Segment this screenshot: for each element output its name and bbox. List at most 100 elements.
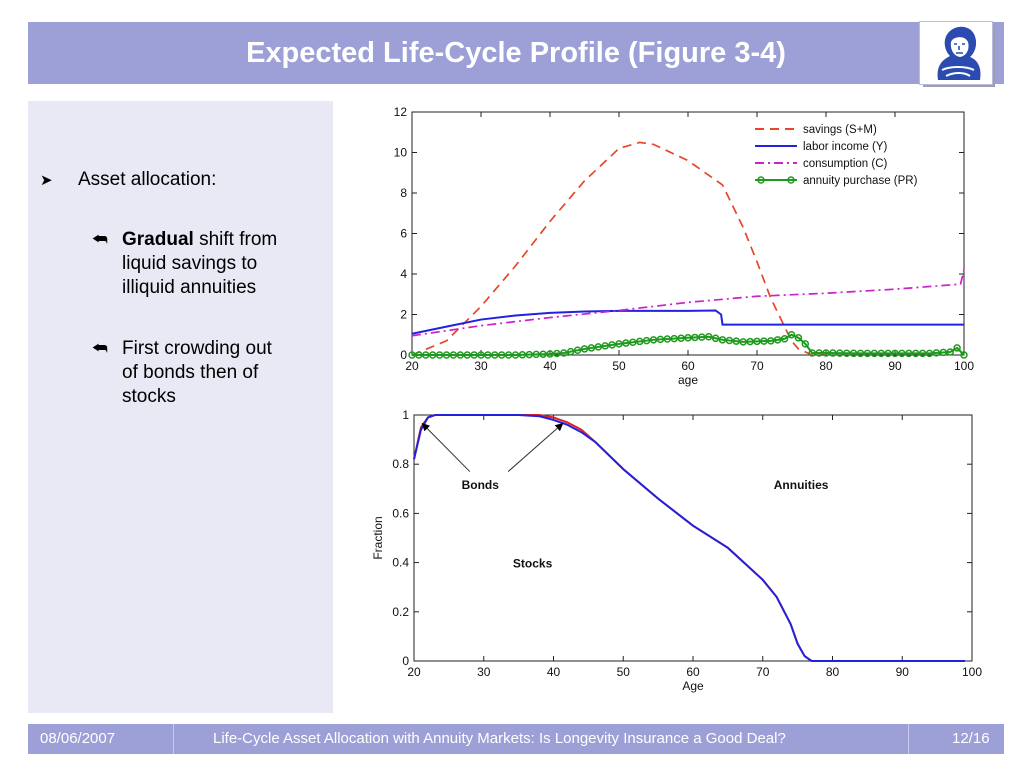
annuity-purchase-marker	[863, 349, 872, 358]
series-line-savings	[411, 141, 826, 356]
annuity-purchase-marker	[884, 349, 892, 358]
chart1-x-tick-label: 70	[750, 359, 764, 373]
subbullet-bold-word: Gradual	[122, 229, 194, 250]
fraction-curve-2	[413, 414, 966, 662]
annuity-purchase-marker	[504, 351, 513, 359]
chart2-y-tick-label: 0	[402, 654, 409, 668]
chart1-y-tick-label: 6	[400, 227, 407, 241]
annuity-purchase-marker	[477, 351, 485, 359]
chart2-x-tick-label: 50	[617, 665, 631, 679]
annuity-purchase-marker	[635, 337, 644, 346]
footer-divider	[173, 724, 174, 754]
annuity-purchase-marker	[739, 338, 747, 346]
annuity-purchase-marker	[732, 337, 741, 345]
annuity-purchase-marker	[898, 349, 906, 358]
annuity-purchase-marker	[608, 341, 616, 349]
chart2-x-tick-label: 80	[826, 665, 840, 679]
annuity-purchase-marker	[691, 333, 699, 342]
annuity-purchase-marker	[518, 351, 527, 359]
annuity-purchase-marker	[656, 335, 665, 344]
annuity-purchase-marker	[946, 348, 954, 356]
life-cycle-profile-chart: 20 30 40 50 60 70 80 90 100 0 2 4 6 8 10 12 age savings (…	[394, 105, 975, 387]
chart2-x-axis-label: Age	[682, 679, 704, 693]
footer-page-number: 12/16	[952, 730, 990, 747]
chart1-x-axis-label: age	[678, 373, 698, 387]
chart1-x-tick-label: 50	[612, 359, 626, 373]
annuity-purchase-marker	[449, 351, 458, 359]
annuity-purchase-marker	[615, 340, 623, 348]
annuity-purchase-marker	[725, 336, 734, 345]
annuity-purchase-marker	[918, 349, 927, 358]
annuity-purchase-marker	[580, 345, 589, 353]
annuity-purchase-marker	[663, 335, 672, 343]
chart1-y-tick-label: 2	[400, 308, 407, 322]
annotation-annuities: Annuities	[774, 478, 829, 492]
chart1-y-tick-label: 12	[394, 105, 408, 119]
chart2-y-tick-label: 0.6	[392, 506, 409, 520]
goethe-portrait-icon	[937, 26, 981, 80]
annuity-purchase-marker	[877, 349, 885, 358]
annuity-purchase-marker	[836, 349, 844, 357]
annuity-purchase-marker	[684, 334, 692, 342]
annuity-purchase-marker	[677, 334, 685, 342]
chart2-x-tick-label: 90	[896, 665, 910, 679]
chart2-plot-area	[413, 414, 973, 662]
chart1-x-tick-label: 20	[405, 359, 419, 373]
annuity-purchase-marker	[470, 351, 478, 359]
chart2-y-tick-label: 0.4	[392, 556, 409, 570]
annuity-purchase-marker	[463, 351, 471, 359]
subbullet-text: First crowding out	[122, 338, 272, 359]
annuity-purchase-marker	[497, 351, 506, 359]
annuity-purchase-marker	[525, 350, 534, 359]
annuity-purchase-marker	[456, 351, 465, 359]
chart2-x-tick-label: 100	[962, 665, 982, 679]
annuity-purchase-marker	[573, 346, 582, 355]
annuity-purchase-marker	[649, 336, 658, 344]
subbullet-text: illiquid annuities	[122, 277, 257, 298]
chart1-x-tick-label: 60	[681, 359, 695, 373]
annuity-purchase-marker	[435, 351, 444, 359]
annuity-purchase-marker	[539, 350, 547, 358]
annuity-purchase-marker	[822, 349, 830, 357]
annotation-bonds: Bonds	[462, 478, 500, 492]
annuity-purchase-marker	[905, 349, 913, 358]
annuity-purchase-marker	[587, 344, 596, 352]
chart1-x-tick-label: 40	[543, 359, 557, 373]
sidebar-panel	[28, 101, 333, 713]
annuity-purchase-marker	[780, 335, 789, 343]
annuity-purchase-marker	[442, 351, 451, 359]
annuity-purchase-marker	[960, 351, 968, 359]
chart2-y-tick-label: 1	[402, 408, 409, 422]
annuity-purchase-marker	[911, 349, 920, 358]
goethe-portrait-logo	[919, 21, 993, 85]
annuity-purchase-marker	[870, 349, 879, 358]
title-bar: Expected Life-Cycle Profile (Figure 3-4)	[28, 22, 1004, 84]
footer-divider	[908, 724, 909, 754]
annuity-purchase-marker	[856, 349, 865, 358]
chart2-x-tick-label: 40	[547, 665, 561, 679]
arrowhead-bullet-icon: ➤	[40, 172, 53, 189]
annuity-purchase-marker	[842, 349, 851, 357]
chart1-y-tick-label: 0	[400, 348, 407, 362]
asset-allocation-chart: 20 30 40 50 60 70 80 90 100 0 0.2 0.4 0.6 0.8 1 Age Frac…	[371, 408, 982, 693]
legend-entry: labor income (Y)	[803, 141, 888, 153]
annuity-purchase-marker	[746, 337, 754, 346]
annuity-purchase-marker	[629, 338, 637, 346]
chart2-y-tick-label: 0.8	[392, 457, 409, 471]
chart1-y-tick-label: 8	[400, 186, 407, 200]
subbullet-text: liquid savings to	[122, 253, 258, 274]
annuity-purchase-marker	[815, 349, 823, 357]
annuity-purchase-marker	[787, 331, 796, 339]
subbullet-text: stocks	[122, 386, 176, 407]
annuity-purchase-marker	[428, 351, 437, 359]
chart1-plot-area	[411, 111, 965, 356]
annuity-purchase-marker	[553, 349, 561, 358]
series-line-consumption	[411, 269, 965, 337]
annuity-purchase-marker	[642, 336, 651, 345]
annuity-purchase-marker	[704, 333, 713, 341]
annuity-purchase-marker	[560, 349, 568, 357]
subbullet-text: shift from	[193, 229, 278, 250]
annuity-purchase-marker	[849, 349, 858, 358]
annuity-purchase-marker	[808, 349, 816, 357]
annuity-purchase-marker	[594, 343, 603, 351]
